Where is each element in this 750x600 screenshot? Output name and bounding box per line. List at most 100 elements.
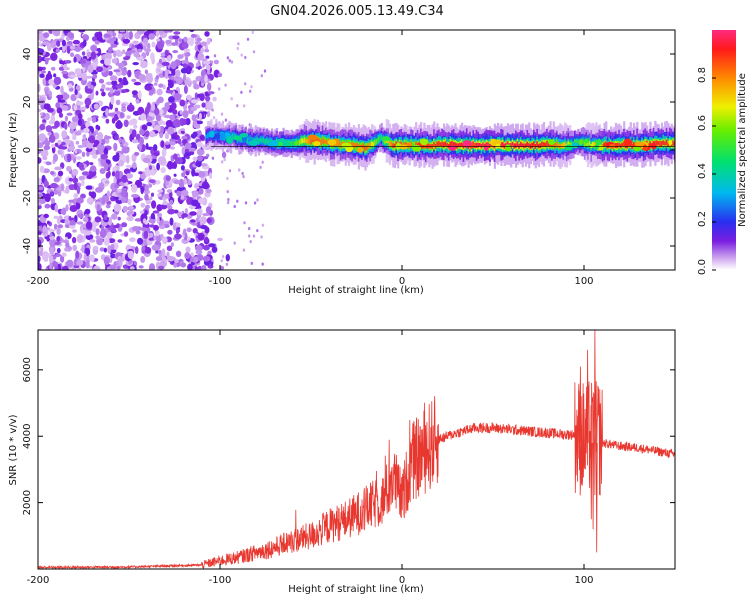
- noise-blob: [148, 130, 156, 138]
- noise-blob: [224, 83, 227, 87]
- noise-blob: [114, 113, 118, 122]
- ridge-cell: [559, 143, 562, 149]
- ridge-cell: [449, 141, 452, 147]
- noise-blob: [121, 174, 128, 183]
- noise-blob: [180, 67, 188, 74]
- noise-blob: [104, 135, 112, 140]
- noise-blob: [148, 232, 154, 238]
- noise-blob: [53, 76, 62, 86]
- ridge-cell: [316, 137, 320, 143]
- noise-blob: [80, 193, 86, 199]
- noise-blob: [168, 96, 175, 103]
- noise-blob: [185, 118, 191, 126]
- noise-blob: [79, 94, 83, 99]
- noise-blob: [210, 60, 214, 64]
- noise-blob: [123, 119, 129, 128]
- noise-blob: [172, 109, 178, 115]
- noise-blob: [76, 234, 84, 244]
- y-tick-label: 20: [22, 96, 33, 109]
- ridge-cell: [415, 141, 418, 147]
- noise-blob: [68, 215, 72, 222]
- colorbar-tick-label: 0.0: [697, 259, 708, 275]
- noise-blob: [131, 194, 140, 198]
- noise-blob: [206, 110, 211, 118]
- noise-blob: [236, 199, 239, 203]
- noise-blob: [60, 254, 65, 263]
- noise-blob: [204, 95, 211, 102]
- ridge-cell: [485, 142, 488, 148]
- noise-blob: [148, 237, 154, 241]
- noise-blob: [157, 250, 162, 254]
- noise-blob: [77, 129, 85, 133]
- noise-blob: [134, 246, 139, 255]
- noise-blob: [61, 39, 66, 47]
- ridge-cell: [400, 141, 403, 147]
- noise-blob: [165, 126, 169, 130]
- spectrogram-x-axis-label: Height of straight line (km): [288, 285, 424, 296]
- ridge-cell: [526, 141, 529, 147]
- noise-blob: [202, 60, 211, 65]
- ridge-cell: [539, 143, 542, 149]
- ridge-cell: [305, 138, 308, 144]
- ridge-blob: [248, 140, 259, 146]
- noise-blob: [96, 204, 101, 212]
- noise-blob: [201, 111, 208, 115]
- noise-blob: [55, 48, 61, 53]
- ridge-cell: [454, 142, 457, 148]
- noise-blob: [50, 52, 58, 61]
- noise-blob: [169, 199, 174, 205]
- noise-blob: [140, 202, 146, 208]
- noise-blob: [103, 247, 107, 253]
- noise-blob: [129, 205, 134, 210]
- noise-blob: [105, 204, 111, 209]
- noise-blob: [94, 40, 99, 45]
- ridge-blob: [668, 139, 673, 146]
- noise-blob: [198, 188, 204, 195]
- noise-blob: [54, 166, 62, 171]
- noise-blob: [101, 83, 106, 90]
- noise-blob: [39, 123, 46, 131]
- noise-blob: [252, 50, 256, 54]
- noise-blob: [120, 89, 127, 94]
- noise-blob: [173, 31, 181, 35]
- ridge-cell: [351, 142, 354, 149]
- x-tick-label: 0: [399, 276, 405, 287]
- ridge-cell: [375, 139, 379, 144]
- colorbar-ticks: 0.0 0.2 0.4 0.6 0.8: [697, 67, 716, 275]
- noise-blob: [54, 190, 59, 194]
- noise-blob: [86, 197, 94, 205]
- ridge-cell: [302, 138, 305, 144]
- noise-blob: [133, 124, 138, 129]
- noise-blob: [38, 102, 45, 106]
- ridge-cell: [379, 136, 382, 141]
- noise-blob: [85, 88, 93, 94]
- snr-x-axis-label: Height of straight line (km): [288, 584, 424, 595]
- noise-blob: [110, 96, 115, 105]
- noise-blob: [69, 205, 78, 212]
- noise-blob: [140, 113, 147, 121]
- noise-blob: [125, 51, 132, 57]
- y-tick-label: 2000: [22, 490, 33, 515]
- noise-blob: [69, 121, 77, 130]
- snr-frame: [37, 329, 676, 570]
- noise-blob: [157, 96, 164, 104]
- ridge-cell: [205, 134, 208, 139]
- ridge-blob: [505, 144, 511, 152]
- noise-blob: [200, 47, 205, 54]
- ridge-cell: [619, 143, 623, 149]
- noise-blob: [249, 240, 252, 244]
- noise-blob: [56, 227, 61, 235]
- noise-blob: [156, 212, 163, 218]
- noise-blob: [194, 172, 199, 177]
- noise-blob: [103, 162, 109, 171]
- noise-blob: [68, 177, 74, 182]
- noise-blob: [150, 192, 155, 197]
- noise-blob: [125, 173, 133, 179]
- noise-blob: [138, 171, 143, 175]
- noise-blob: [192, 228, 198, 234]
- ridge-blob: [327, 139, 337, 146]
- ridge-cell: [387, 139, 390, 144]
- noise-blob: [60, 209, 66, 215]
- ridge-cell: [506, 141, 510, 147]
- noise-blob: [112, 36, 117, 42]
